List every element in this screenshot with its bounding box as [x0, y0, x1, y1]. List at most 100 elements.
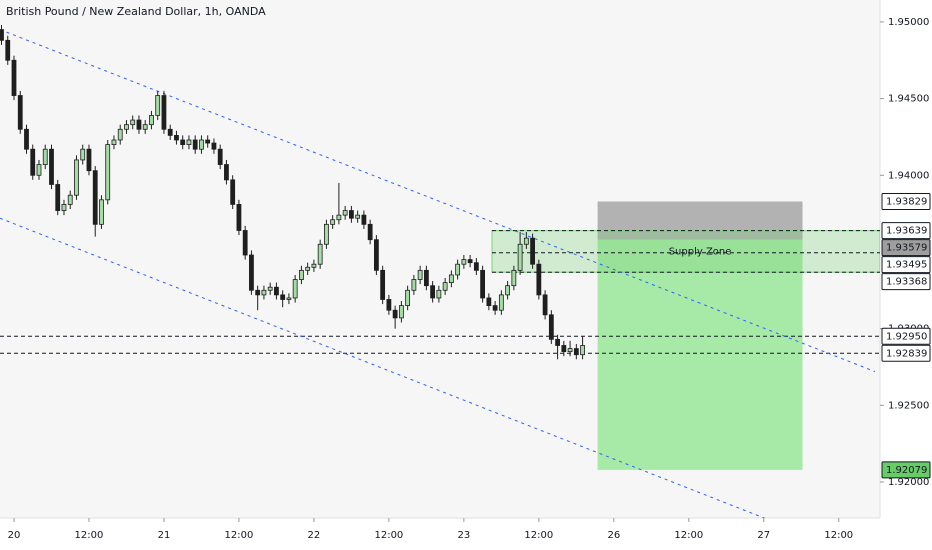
candle-body	[136, 119, 142, 130]
candle-body	[42, 148, 48, 165]
candle-body	[436, 289, 442, 299]
price-label-box	[881, 222, 931, 240]
candle-body	[117, 128, 123, 141]
candle-body	[561, 345, 567, 353]
candle-body	[261, 289, 267, 296]
candle-body	[49, 148, 54, 185]
price-label: 1.93829	[886, 196, 927, 207]
candle-body	[255, 289, 261, 296]
candle-body	[492, 305, 498, 311]
candle-body	[317, 243, 323, 265]
candle-body	[236, 204, 242, 231]
candle-body	[74, 159, 79, 196]
candle-body	[486, 297, 492, 307]
target-area	[597, 239, 803, 470]
supply-zone	[491, 230, 880, 273]
candle-body	[17, 95, 23, 130]
candle-body	[180, 139, 186, 146]
x-tick-label: 26	[607, 530, 620, 541]
x-tick-label: 12:00	[824, 530, 853, 541]
candle-body	[199, 139, 204, 150]
candle-body	[149, 115, 154, 126]
candle-body	[5, 39, 11, 61]
candle-body	[211, 142, 217, 150]
candle-body	[405, 289, 411, 307]
candle-body	[299, 269, 304, 280]
candle-body	[67, 194, 73, 205]
candle-body	[355, 214, 361, 219]
candle-body	[361, 214, 367, 225]
y-tick-label: 1.94500	[888, 94, 929, 105]
candle-body	[92, 170, 98, 225]
chart-title: British Pound / New Zealand Dollar, 1h, …	[6, 5, 266, 18]
candle-body	[186, 139, 192, 146]
candle-body	[398, 305, 404, 319]
price-label-box	[881, 273, 931, 291]
candle-body	[517, 243, 523, 271]
candle-body	[111, 139, 117, 146]
candle-body	[573, 348, 579, 356]
candle-body	[217, 148, 223, 165]
y-tick-label: 1.92500	[888, 400, 929, 411]
candle-body	[448, 274, 454, 284]
candle-body	[36, 164, 42, 176]
price-label-box	[881, 192, 931, 210]
price-label: 1.93495	[886, 260, 927, 271]
candle-body	[311, 263, 317, 268]
stop-area	[597, 201, 803, 240]
x-tick-label: 12:00	[524, 530, 553, 541]
candle-body	[205, 139, 211, 144]
candle-body	[367, 223, 373, 241]
y-tick-label: 1.95000	[888, 17, 929, 28]
candle-body	[0, 29, 4, 41]
x-tick-label: 12:00	[75, 530, 104, 541]
candle-body	[230, 179, 236, 205]
candle-body	[523, 237, 529, 245]
candle-body	[461, 259, 467, 265]
candle-body	[542, 294, 548, 316]
candle-body	[24, 128, 29, 150]
x-tick-label: 21	[158, 530, 171, 541]
candle-body	[105, 144, 111, 201]
channel-line	[0, 217, 766, 518]
candle-body	[249, 254, 254, 291]
x-tick-label: 12:00	[374, 530, 403, 541]
candle-body	[336, 214, 342, 221]
x-tick-label: 20	[8, 530, 21, 541]
price-label-box	[881, 344, 931, 362]
candle-body	[324, 223, 329, 245]
channel-line	[0, 29, 876, 373]
candle-body	[511, 269, 517, 287]
candle-body	[330, 219, 336, 225]
candle-body	[455, 263, 461, 276]
candle-body	[480, 269, 486, 299]
candle-body	[30, 148, 36, 176]
candle-body	[305, 266, 311, 271]
price-label: 1.92839	[886, 348, 927, 359]
price-label: 1.93368	[886, 277, 927, 288]
candle-body	[417, 269, 423, 280]
plot: Supply Zone	[0, 24, 880, 518]
price-label: 1.92950	[886, 331, 927, 342]
price-label-box	[881, 256, 931, 274]
candle-body	[423, 269, 429, 287]
price-label: 1.93639	[886, 226, 927, 237]
x-tick-label: 12:00	[225, 530, 254, 541]
candle-body	[124, 124, 129, 130]
candle-body	[267, 286, 273, 291]
candle-body	[548, 314, 554, 340]
candle-body	[386, 299, 392, 311]
candle-body	[342, 210, 348, 216]
candle-body	[555, 338, 560, 346]
candle-body	[99, 199, 104, 225]
candle-body	[380, 269, 386, 300]
x-tick-label: 22	[308, 530, 321, 541]
candle-body	[86, 148, 92, 172]
candle-body	[392, 309, 398, 319]
candle-body	[80, 148, 86, 161]
candle-body	[442, 282, 448, 291]
candle-body	[467, 259, 473, 264]
candle-body	[161, 95, 167, 130]
price-label: 1.93579	[886, 243, 927, 254]
